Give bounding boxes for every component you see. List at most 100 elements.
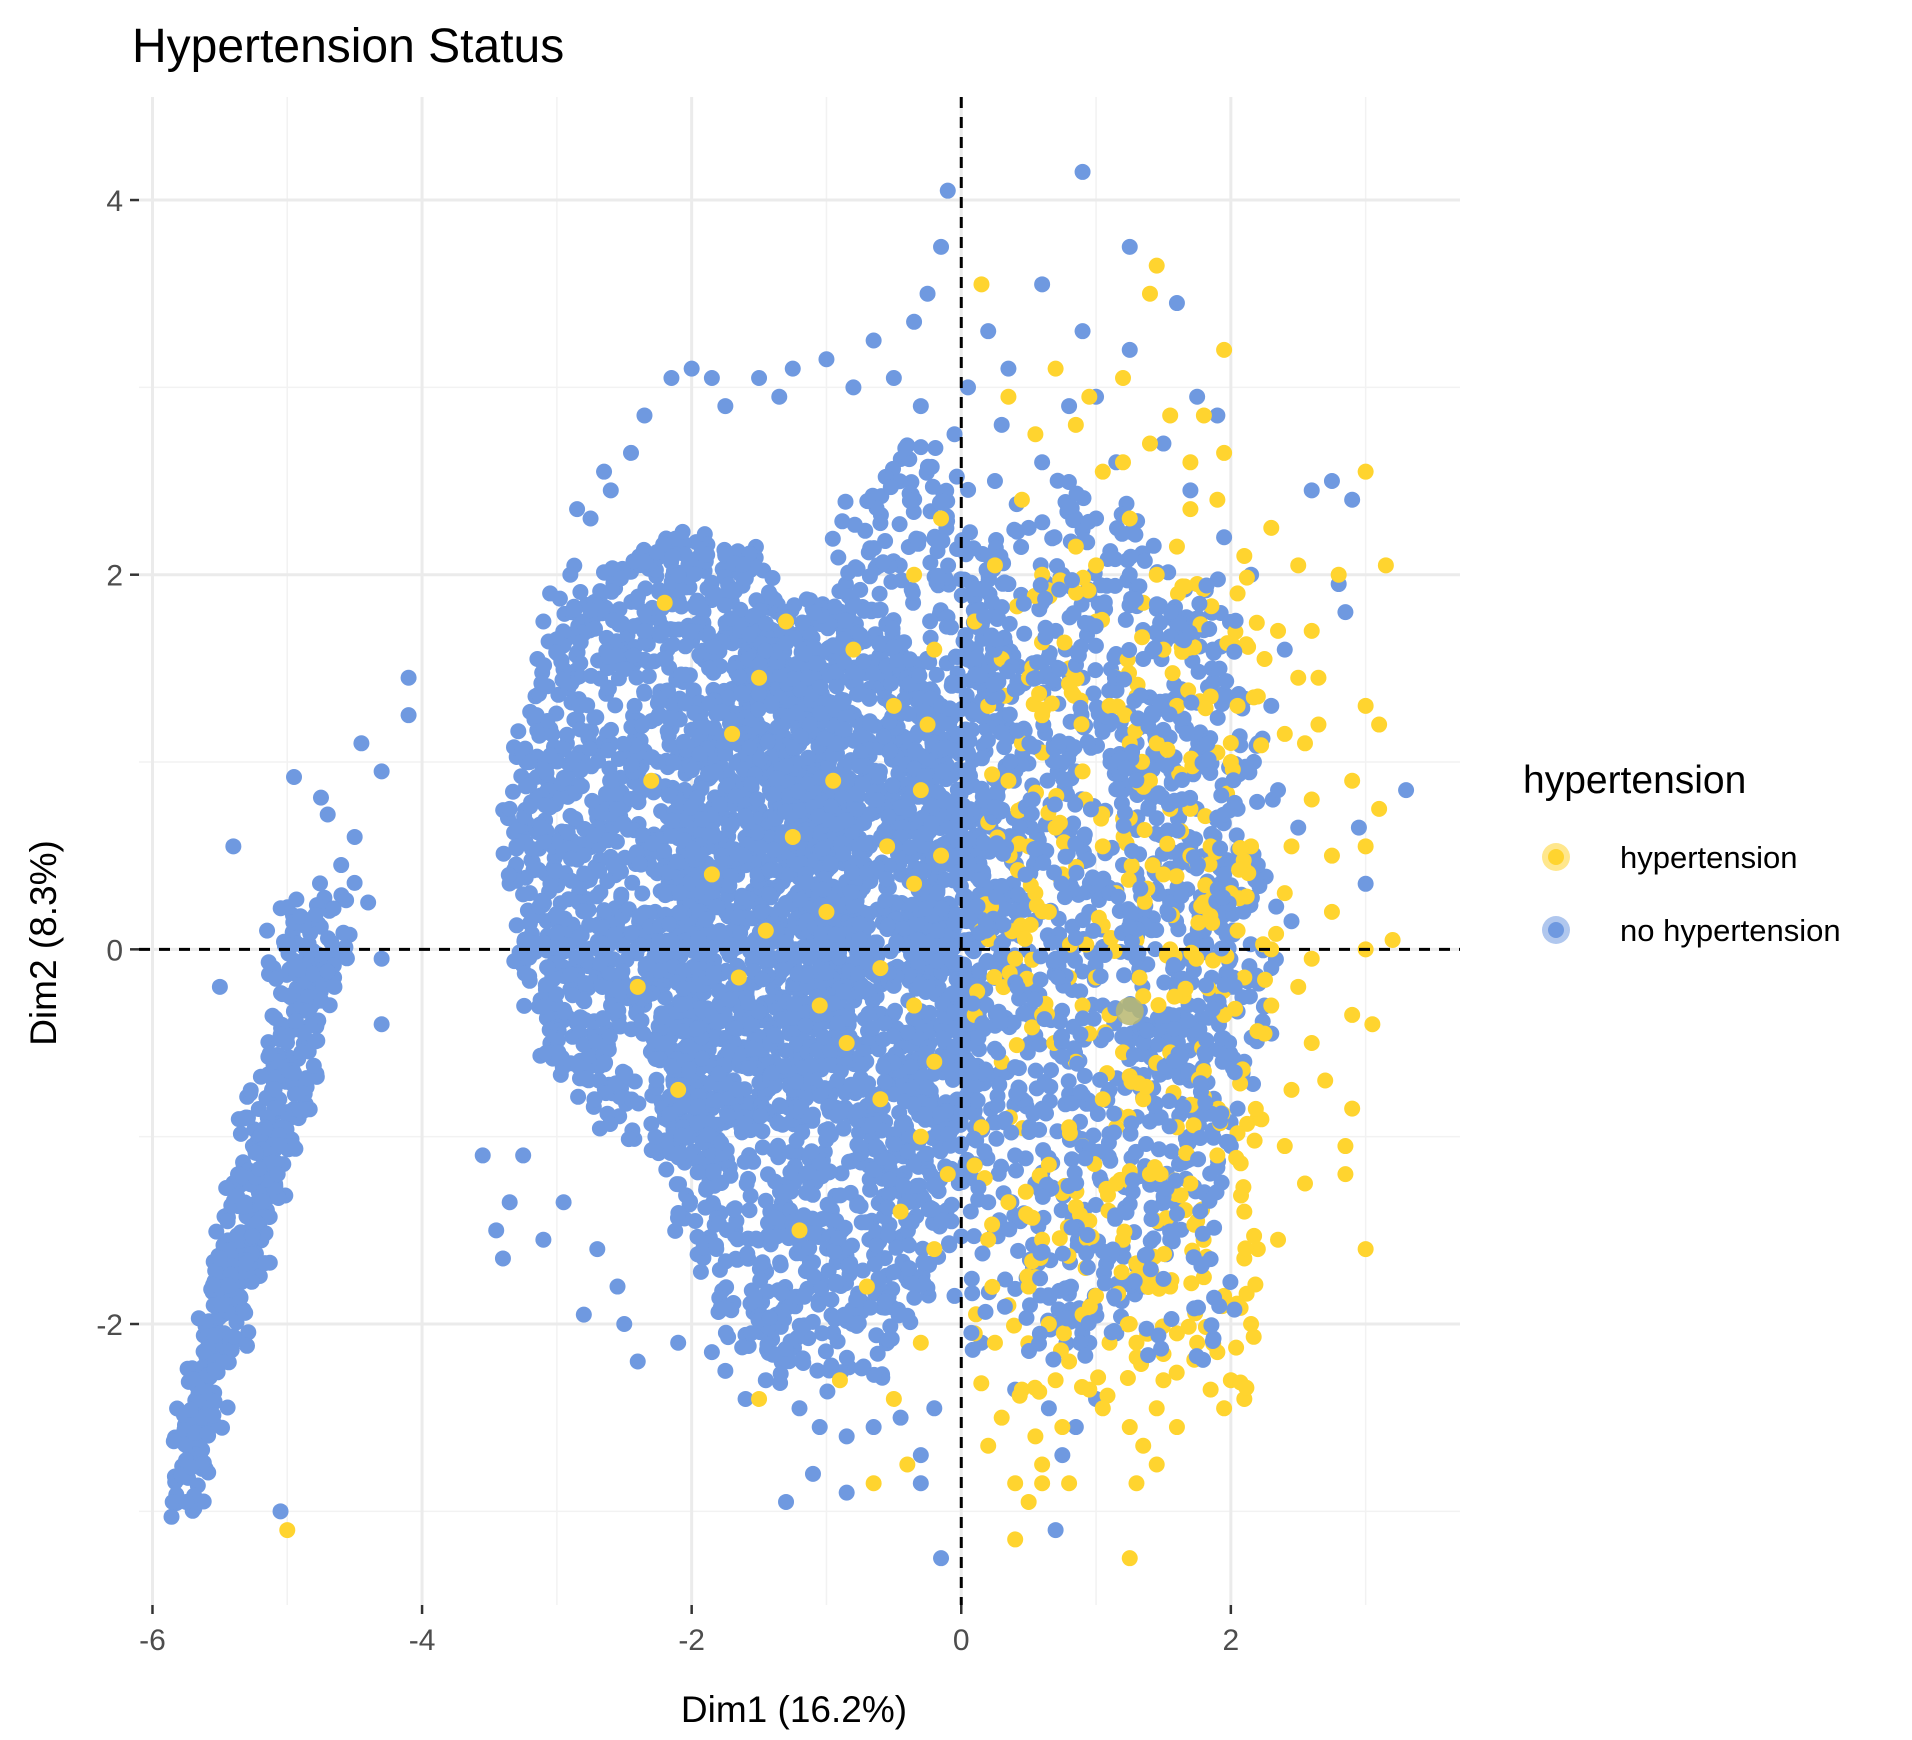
point-no-hypertension [812, 769, 829, 786]
point-no-hypertension [623, 756, 640, 773]
point-no-hypertension [601, 1028, 618, 1045]
point-no-hypertension [680, 1038, 697, 1055]
point-no-hypertension [805, 1225, 822, 1241]
point-no-hypertension [1060, 474, 1077, 490]
point-no-hypertension [795, 1207, 812, 1224]
point-no-hypertension [563, 850, 579, 867]
point-no-hypertension [796, 645, 813, 662]
point-no-hypertension [769, 770, 786, 787]
point-no-hypertension [1136, 552, 1153, 569]
point-no-hypertension [774, 947, 791, 963]
point-no-hypertension [901, 801, 917, 818]
point-no-hypertension [851, 758, 868, 775]
point-no-hypertension [603, 583, 620, 600]
point-no-hypertension [793, 1098, 810, 1115]
point-no-hypertension [625, 553, 642, 570]
point-no-hypertension [631, 855, 648, 872]
point-no-hypertension [673, 666, 690, 683]
point-no-hypertension [891, 516, 908, 533]
point-no-hypertension [1043, 1062, 1059, 1079]
point-no-hypertension [828, 678, 845, 695]
point-no-hypertension [710, 1065, 727, 1082]
point-no-hypertension [633, 1012, 650, 1029]
point-no-hypertension [261, 1045, 278, 1062]
point-no-hypertension [307, 907, 324, 923]
point-no-hypertension [721, 991, 738, 1008]
point-no-hypertension [570, 1058, 587, 1075]
point-no-hypertension [744, 608, 761, 625]
point-no-hypertension [877, 892, 894, 909]
point-no-hypertension [599, 725, 616, 742]
point-no-hypertension [907, 728, 924, 745]
point-no-hypertension [866, 1256, 883, 1273]
point-no-hypertension [800, 749, 817, 766]
point-no-hypertension [677, 1097, 694, 1114]
point-no-hypertension [846, 516, 863, 533]
point-no-hypertension [596, 902, 613, 919]
point-no-hypertension [859, 954, 875, 971]
point-no-hypertension [912, 945, 929, 962]
point-no-hypertension [881, 1185, 898, 1202]
point-no-hypertension [613, 863, 629, 880]
point-no-hypertension [219, 1277, 236, 1294]
point-no-hypertension [581, 916, 598, 933]
point-no-hypertension [699, 624, 716, 641]
point-no-hypertension [741, 626, 758, 643]
point-no-hypertension [919, 1079, 936, 1096]
point-no-hypertension [500, 867, 517, 883]
point-no-hypertension [827, 926, 844, 943]
point-no-hypertension [845, 897, 862, 914]
point-no-hypertension [1085, 1127, 1102, 1144]
point-no-hypertension [821, 1042, 838, 1058]
point-no-hypertension [882, 742, 899, 759]
point-no-hypertension [853, 1214, 870, 1231]
point-no-hypertension [924, 478, 941, 495]
point-no-hypertension [913, 837, 930, 854]
point-no-hypertension [910, 531, 927, 548]
point-no-hypertension [943, 1196, 960, 1213]
point-no-hypertension [853, 1360, 870, 1377]
point-no-hypertension [722, 610, 739, 627]
point-no-hypertension [923, 797, 940, 814]
point-no-hypertension [738, 1175, 755, 1192]
point-no-hypertension [818, 964, 834, 981]
point-no-hypertension [852, 745, 869, 761]
point-no-hypertension [895, 1177, 912, 1194]
point-no-hypertension [900, 967, 917, 984]
point-no-hypertension [542, 747, 559, 764]
point-no-hypertension [777, 803, 794, 820]
point-no-hypertension [1010, 886, 1026, 903]
point-no-hypertension [1156, 974, 1173, 991]
point-no-hypertension [740, 994, 757, 1011]
point-no-hypertension [249, 1215, 266, 1231]
point-no-hypertension [815, 1029, 832, 1046]
point-no-hypertension [752, 1272, 769, 1289]
point-no-hypertension [594, 979, 611, 995]
point-no-hypertension [692, 1263, 709, 1280]
point-no-hypertension [548, 986, 565, 1003]
point-no-hypertension [901, 1260, 918, 1277]
point-no-hypertension [620, 1131, 637, 1148]
point-no-hypertension [905, 1010, 922, 1027]
point-no-hypertension [824, 530, 841, 547]
point-no-hypertension [875, 554, 892, 571]
point-no-hypertension [706, 638, 723, 655]
point-no-hypertension [837, 612, 854, 629]
point-no-hypertension [305, 966, 322, 983]
point-no-hypertension [729, 1231, 746, 1248]
point-no-hypertension [806, 1268, 822, 1285]
point-no-hypertension [912, 439, 929, 456]
point-no-hypertension [966, 1105, 982, 1122]
point-no-hypertension [860, 1005, 877, 1022]
point-no-hypertension [542, 875, 559, 892]
point-no-hypertension [689, 1115, 706, 1131]
point-no-hypertension [577, 975, 594, 992]
point-no-hypertension [734, 889, 751, 906]
point-no-hypertension [287, 1013, 304, 1029]
point-no-hypertension [802, 1057, 819, 1074]
point-no-hypertension [694, 1050, 710, 1067]
point-no-hypertension [637, 553, 654, 570]
point-no-hypertension [630, 794, 647, 811]
point-no-hypertension [916, 703, 932, 720]
point-no-hypertension [838, 1349, 855, 1366]
